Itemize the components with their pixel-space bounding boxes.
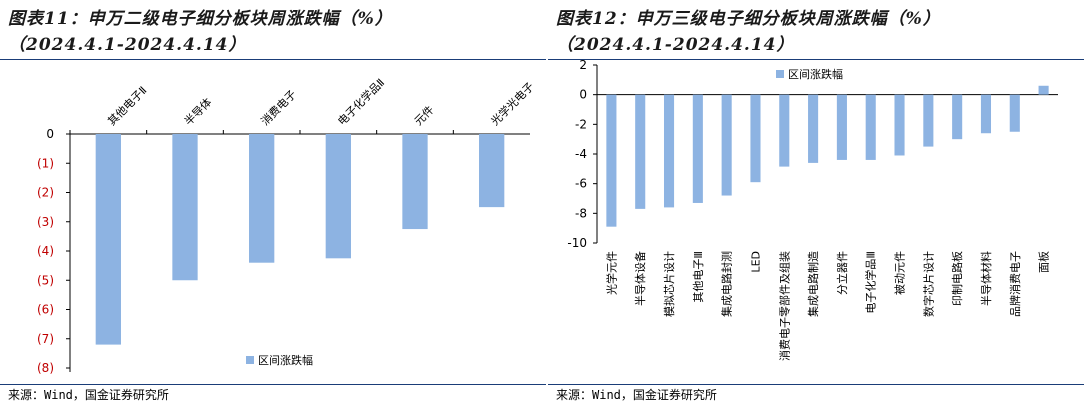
left-x-category-label: 电子化学品Ⅱ	[335, 75, 388, 128]
right-y-tick-label: -10	[567, 236, 587, 250]
right-chart-panel: 图表12：申万三级电子细分板块周涨跌幅（%） （2024.4.1-2024.4.…	[548, 0, 1086, 409]
right-x-category-label: 光学元件	[604, 251, 618, 295]
left-y-tick-label: (8)	[37, 361, 54, 375]
right-x-category-label: 被动元件	[894, 251, 907, 295]
right-y-tick-label: -6	[575, 177, 587, 191]
right-chart-title-line2: （2024.4.1-2024.4.14）	[556, 35, 795, 55]
right-source-rule	[548, 384, 1084, 385]
right-x-category-label: 电子化学品Ⅲ	[864, 251, 878, 314]
right-x-category-label: 其他电子Ⅲ	[692, 251, 705, 303]
right-y-tick-label: 0	[579, 88, 587, 102]
left-y-tick-label: (1)	[37, 156, 54, 170]
left-y-tick-label: (4)	[37, 244, 54, 258]
right-y-tick-label: -4	[575, 147, 587, 161]
right-bar	[635, 94, 646, 209]
left-source-note: 来源：Wind，国金证券研究所	[8, 388, 169, 402]
right-bar	[1009, 94, 1020, 132]
left-x-category-label: 光学光电子	[488, 79, 537, 128]
left-chart-title-line2: （2024.4.1-2024.4.14）	[8, 35, 247, 55]
right-bar	[894, 94, 905, 156]
right-x-category-label: 品牌消费电子	[1008, 251, 1022, 317]
left-legend-label: 区间涨跌幅	[258, 353, 313, 367]
right-legend-label: 区间涨跌幅	[788, 67, 843, 81]
right-legend-swatch	[776, 70, 784, 78]
right-x-category-label: 半导体设备	[633, 251, 647, 306]
right-bar	[779, 94, 790, 167]
right-x-category-label: 消费电子零部件及组装	[777, 251, 791, 361]
right-source-note: 来源：Wind，国金证券研究所	[556, 388, 717, 402]
left-y-tick-label: (2)	[37, 186, 54, 200]
right-bar	[750, 94, 761, 183]
right-bar	[952, 94, 963, 140]
right-bar	[1038, 85, 1049, 95]
right-x-category-label: 半导体材料	[979, 251, 993, 306]
left-bar	[95, 134, 121, 345]
right-bar	[692, 94, 703, 203]
left-bar	[172, 134, 198, 281]
right-x-category-label: 集成电路制造	[806, 251, 820, 317]
left-title-rule	[0, 59, 546, 60]
left-y-tick-label: 0	[46, 127, 54, 141]
right-y-tick-label: -8	[575, 206, 587, 220]
right-bar	[721, 94, 732, 196]
left-y-tick-label: (6)	[37, 303, 54, 317]
left-x-category-label: 其他电子Ⅱ	[105, 84, 149, 128]
left-chart-panel: 图表11：申万二级电子细分板块周涨跌幅（%） （2024.4.1-2024.4.…	[0, 9, 546, 402]
left-bar	[402, 134, 428, 230]
left-bar	[479, 134, 505, 208]
right-bar	[808, 94, 819, 163]
right-x-category-label: 面板	[1037, 251, 1051, 273]
right-x-category-label: LED	[749, 251, 762, 273]
left-x-category-label: 元件	[412, 103, 437, 128]
left-x-category-label: 半导体	[181, 95, 214, 128]
left-y-tick-label: (5)	[37, 273, 54, 287]
right-bar	[980, 94, 992, 134]
left-legend-swatch	[246, 356, 254, 364]
right-chart-title-line1: 图表12：申万三级电子细分板块周涨跌幅（%）	[556, 9, 941, 29]
right-bar	[663, 94, 675, 208]
left-x-category-label: 消费电子	[258, 87, 299, 128]
left-bar	[325, 134, 351, 259]
right-x-category-label: 模拟芯片设计	[662, 251, 676, 317]
right-x-category-label: 印制电路板	[950, 251, 964, 306]
left-y-tick-label: (3)	[37, 215, 54, 229]
right-y-tick-label: 2	[579, 60, 587, 72]
right-bar	[923, 94, 934, 147]
right-x-category-label: 集成电路封测	[720, 251, 734, 317]
right-x-category-label: 分立器件	[835, 251, 849, 295]
left-bar-chart: 0 (1) (2) (3) (4) (5) (6) (7) (8) 其他电子Ⅱ 半导体 消费电子 电子化…	[37, 75, 537, 375]
right-x-category-label: 数字芯片设计	[921, 251, 935, 317]
right-bar	[865, 94, 876, 160]
right-bar	[836, 94, 847, 160]
right-bar	[606, 94, 617, 227]
right-y-tick-label: -2	[575, 117, 587, 131]
left-chart-title-line1: 图表11：申万二级电子细分板块周涨跌幅（%）	[8, 9, 393, 29]
left-y-tick-label: (7)	[37, 332, 54, 346]
right-title-rule	[548, 59, 1084, 60]
left-bar	[249, 134, 275, 263]
right-bar-chart: 2 0 -2 -4 -6 -8 -10 光学元件 半导体设备 模拟芯片设计 其他电子Ⅲ 集成电路封测 L…	[567, 60, 1058, 361]
left-source-rule	[0, 384, 546, 385]
